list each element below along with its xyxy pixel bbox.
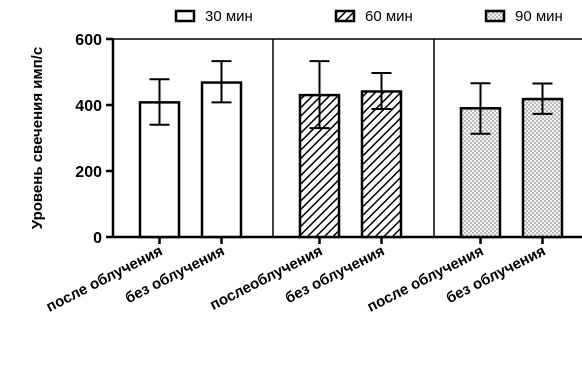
bar: [200, 81, 243, 239]
legend-swatch: [484, 9, 506, 23]
legend-label: 60 мин: [365, 8, 413, 25]
legend-swatch: [334, 9, 356, 23]
bar: [360, 90, 403, 239]
legend-swatch: [174, 9, 196, 23]
y-tick-label: 200: [75, 164, 102, 181]
legend-label: 30 мин: [205, 8, 253, 25]
y-tick-label: 0: [93, 230, 102, 247]
bar: [521, 97, 564, 239]
y-tick-label: 400: [75, 98, 102, 115]
legend-label: 90 мин: [515, 8, 563, 25]
legend: 30 мин 60 мин 90 мин: [174, 8, 563, 25]
y-axis-label: Уровень свечения имп/с: [29, 47, 46, 229]
y-tick-label: 600: [75, 32, 102, 49]
